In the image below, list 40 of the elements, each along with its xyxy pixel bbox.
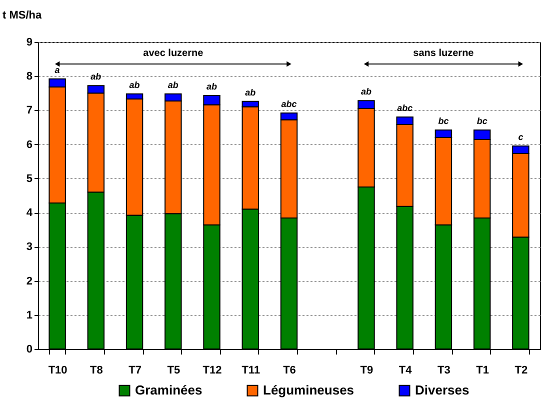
annotation: abc <box>281 98 297 109</box>
x-tick-label: T4 <box>398 364 413 376</box>
x-tick-label: T8 <box>90 364 103 376</box>
x-tick-label: T6 <box>283 364 296 376</box>
x-tick-label: T12 <box>202 364 222 376</box>
x-tick-label: T3 <box>438 364 450 376</box>
y-tick-label: 4 <box>26 207 34 220</box>
legend-label: Graminées <box>135 382 202 398</box>
annotation: ab <box>90 72 102 82</box>
y-tick-label: 3 <box>26 241 32 254</box>
x-tick-label: T2 <box>514 364 528 376</box>
legend-label: Légumineuses <box>263 382 354 398</box>
y-tick-label: 7 <box>26 104 32 117</box>
y-tick-label: 0 <box>26 344 32 356</box>
x-tick-label: T9 <box>360 364 374 376</box>
y-tick-label: 6 <box>26 138 32 151</box>
annotation: sans luzerne <box>413 48 474 59</box>
annotation: ab <box>129 80 140 90</box>
annotation: avec luzerne <box>143 48 204 59</box>
y-tick-label: 5 <box>26 172 32 185</box>
x-tick-label: T5 <box>167 364 180 376</box>
legend-label: Diverses <box>415 382 470 398</box>
x-tick-label: T7 <box>128 364 142 376</box>
annotation: ab <box>206 82 218 92</box>
annotation: bc <box>438 116 449 126</box>
x-tick-label: T10 <box>48 364 68 376</box>
annotation: bc <box>476 116 488 126</box>
y-axis-title: t MS/ha <box>2 10 42 22</box>
y-tick-label: 9 <box>26 36 32 48</box>
y-tick-label: 1 <box>26 309 32 322</box>
annotation: ab <box>360 86 372 97</box>
x-tick-label: T11 <box>242 364 260 376</box>
annotation: ab <box>168 80 179 90</box>
annotation: a <box>54 64 60 75</box>
y-tick-label: 2 <box>26 275 32 288</box>
annotation: c <box>518 132 524 142</box>
annotation: abc <box>397 103 413 114</box>
y-tick-label: 8 <box>26 70 32 83</box>
annotation: ab <box>245 87 256 98</box>
x-tick-label: T1 <box>476 364 489 376</box>
